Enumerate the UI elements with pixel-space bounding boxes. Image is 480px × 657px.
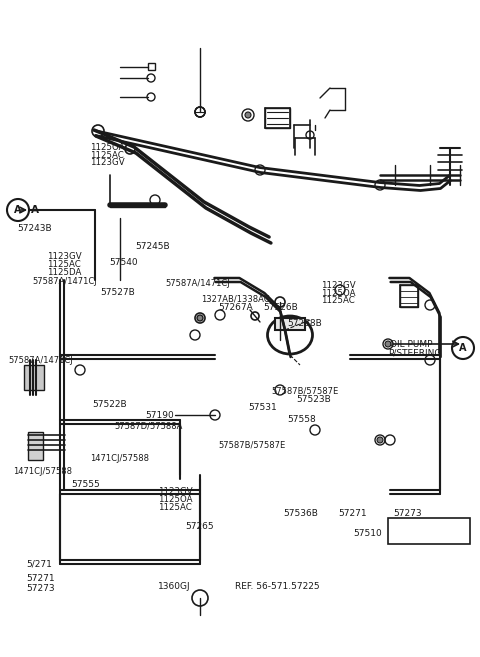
Text: P/STEERING: P/STEERING [388,349,441,358]
Bar [265,108,290,128]
Circle shape [92,125,104,137]
Text: 57587A/1471CJ: 57587A/1471CJ [166,279,230,288]
Text: 57587A/1471CJ: 57587A/1471CJ [33,277,97,286]
Text: 1123GV: 1123GV [321,281,355,290]
Text: 57527B: 57527B [100,288,134,297]
Text: 57190: 57190 [145,411,174,420]
Bar [400,285,418,307]
Text: 1125AC: 1125AC [90,150,124,160]
Text: 1125OA: 1125OA [158,495,193,504]
Circle shape [385,341,391,347]
Text: A: A [14,205,22,215]
Text: 1471CJ/57588: 1471CJ/57588 [90,454,149,463]
Text: 57536B: 57536B [283,509,318,518]
Text: REF. 56-571.57225: REF. 56-571.57225 [235,582,320,591]
Text: 57526B: 57526B [263,303,298,312]
Text: 57522B: 57522B [92,399,127,409]
Text: A: A [31,205,39,215]
Text: 57558: 57558 [287,415,316,424]
Text: 57540: 57540 [109,258,138,267]
Text: 1327AB/1338AC: 1327AB/1338AC [201,294,269,304]
Text: 1360GJ: 1360GJ [158,582,191,591]
Text: 57523B: 57523B [297,395,331,404]
Text: 1125DA: 1125DA [47,268,82,277]
Text: 57555: 57555 [71,480,100,489]
Text: 57587D/57588A: 57587D/57588A [114,421,182,430]
Text: 1123GV: 1123GV [158,487,193,496]
Text: 57265: 57265 [185,522,214,532]
Text: 1125OA: 1125OA [321,288,355,298]
Circle shape [245,112,251,118]
Text: 57245B: 57245B [135,242,170,251]
Text: A: A [459,343,467,353]
Text: OIL PUMP: OIL PUMP [390,340,432,350]
Bar [28,432,43,460]
Text: 1125AC: 1125AC [158,503,192,512]
Text: 57510: 57510 [353,529,382,538]
Text: 1125OA: 1125OA [90,143,125,152]
Text: 57531: 57531 [249,403,277,412]
Text: 1123GV: 1123GV [47,252,82,261]
Bar [388,518,470,544]
Text: 1125AC: 1125AC [321,296,354,306]
Text: 57273: 57273 [394,509,422,518]
Text: 57268B: 57268B [287,319,322,328]
Bar [275,318,305,330]
Text: 57271: 57271 [26,574,55,583]
Bar [24,365,44,390]
Bar [148,63,155,70]
Text: 57243B: 57243B [17,224,51,233]
Text: 57273: 57273 [26,583,55,593]
Text: 57271: 57271 [338,509,367,518]
Text: 57587B/57587E: 57587B/57587E [271,386,338,396]
Circle shape [377,437,383,443]
Text: 1125AC: 1125AC [47,260,81,269]
Text: 5/271: 5/271 [26,559,52,568]
Text: 57267A: 57267A [218,303,253,312]
Text: 57587A/1471CJ: 57587A/1471CJ [9,355,73,365]
Text: 1123GV: 1123GV [90,158,125,168]
Text: 1471CJ/57588: 1471CJ/57588 [13,467,72,476]
Text: 57587B/57587E: 57587B/57587E [218,441,286,450]
Circle shape [197,315,203,321]
